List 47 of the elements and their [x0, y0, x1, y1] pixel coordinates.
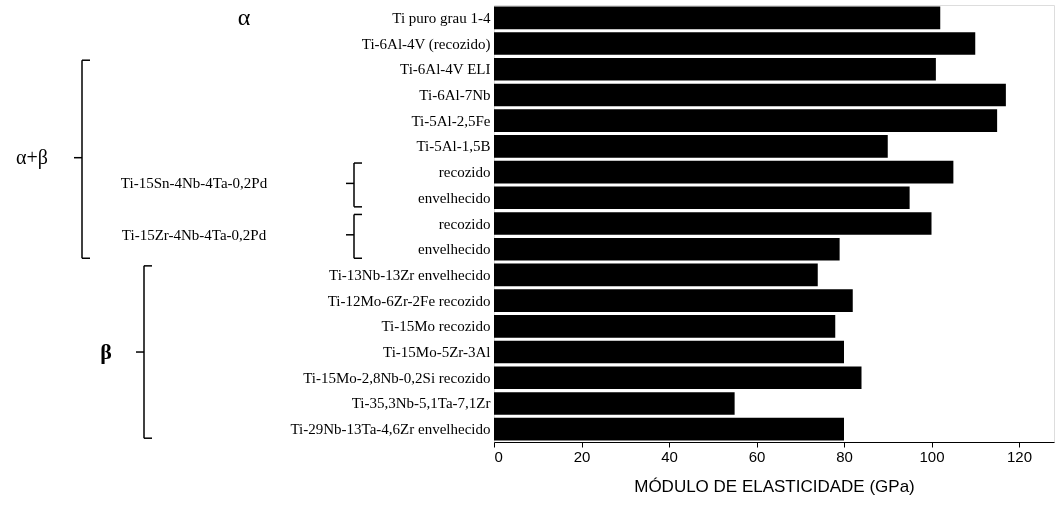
y-tick-label: Ti-6Al-4V (recozido) [361, 35, 491, 53]
bar [494, 340, 844, 364]
x-axis-title: MÓDULO DE ELASTICIDADE (GPa) [634, 476, 915, 496]
bar [494, 289, 853, 312]
y-tick-label: Ti-15Mo-2,8Nb-0,2Si recozido [303, 369, 491, 386]
y-tick-label: Ti-5Al-1,5B [416, 138, 491, 155]
y-tick-label: Ti puro grau 1-4 [392, 9, 491, 26]
bar [494, 366, 862, 390]
y-tick-label: envelhecido [418, 241, 491, 258]
y-tick-label: Ti-29Nb-13Ta-4,6Zr envelhecido [290, 421, 491, 438]
x-tick-label: 20 [573, 447, 591, 465]
text: β [100, 339, 112, 365]
bar [494, 83, 1006, 107]
y-tick-label: Ti-6Al-7Nb [419, 86, 491, 103]
y-tick-label: recozido [438, 215, 491, 232]
bar [494, 212, 932, 235]
y-tick-label: recozido [438, 164, 491, 181]
text: Ti-15Zr-4Nb-4Ta-0,2Pd [121, 226, 267, 243]
x-tick-label: 120 [1006, 447, 1033, 465]
x-tick-label: 40 [661, 447, 678, 465]
bar [494, 263, 818, 287]
bar [494, 32, 976, 55]
text: Ti-15Sn-4Nb-4Ta-0,2Pd [120, 175, 268, 192]
bar [494, 135, 888, 158]
y-tick-label: Ti-5Al-2,5Fe [411, 112, 491, 129]
y-tick-label: Ti-6Al-4V ELI [400, 61, 491, 78]
y-tick-label: Ti-15Mo-5Zr-3Al [383, 344, 491, 361]
bar [494, 417, 844, 441]
x-tick-label: 100 [919, 447, 945, 465]
y-tick-label: envelhecido [418, 189, 491, 206]
bar [494, 186, 910, 210]
x-tick-label: 80 [836, 447, 853, 465]
bar [494, 109, 998, 132]
text: α [237, 3, 251, 30]
bar [494, 6, 941, 30]
bar [494, 57, 936, 81]
x-tick-label: 60 [748, 447, 766, 465]
bar [494, 315, 836, 338]
y-tick-label: Ti-12Mo-6Zr-2Fe recozido [327, 292, 491, 309]
bar [494, 160, 954, 184]
y-tick-label: Ti-35,3Nb-5,1Ta-7,1Zr [351, 395, 491, 412]
bar [494, 392, 735, 415]
text: α+β [16, 145, 48, 169]
x-tick-label: 0 [494, 447, 503, 465]
bar [494, 237, 840, 261]
y-tick-label: Ti-13Nb-13Zr envelhecido [329, 266, 491, 283]
y-tick-label: Ti-15Mo recozido [381, 318, 491, 335]
